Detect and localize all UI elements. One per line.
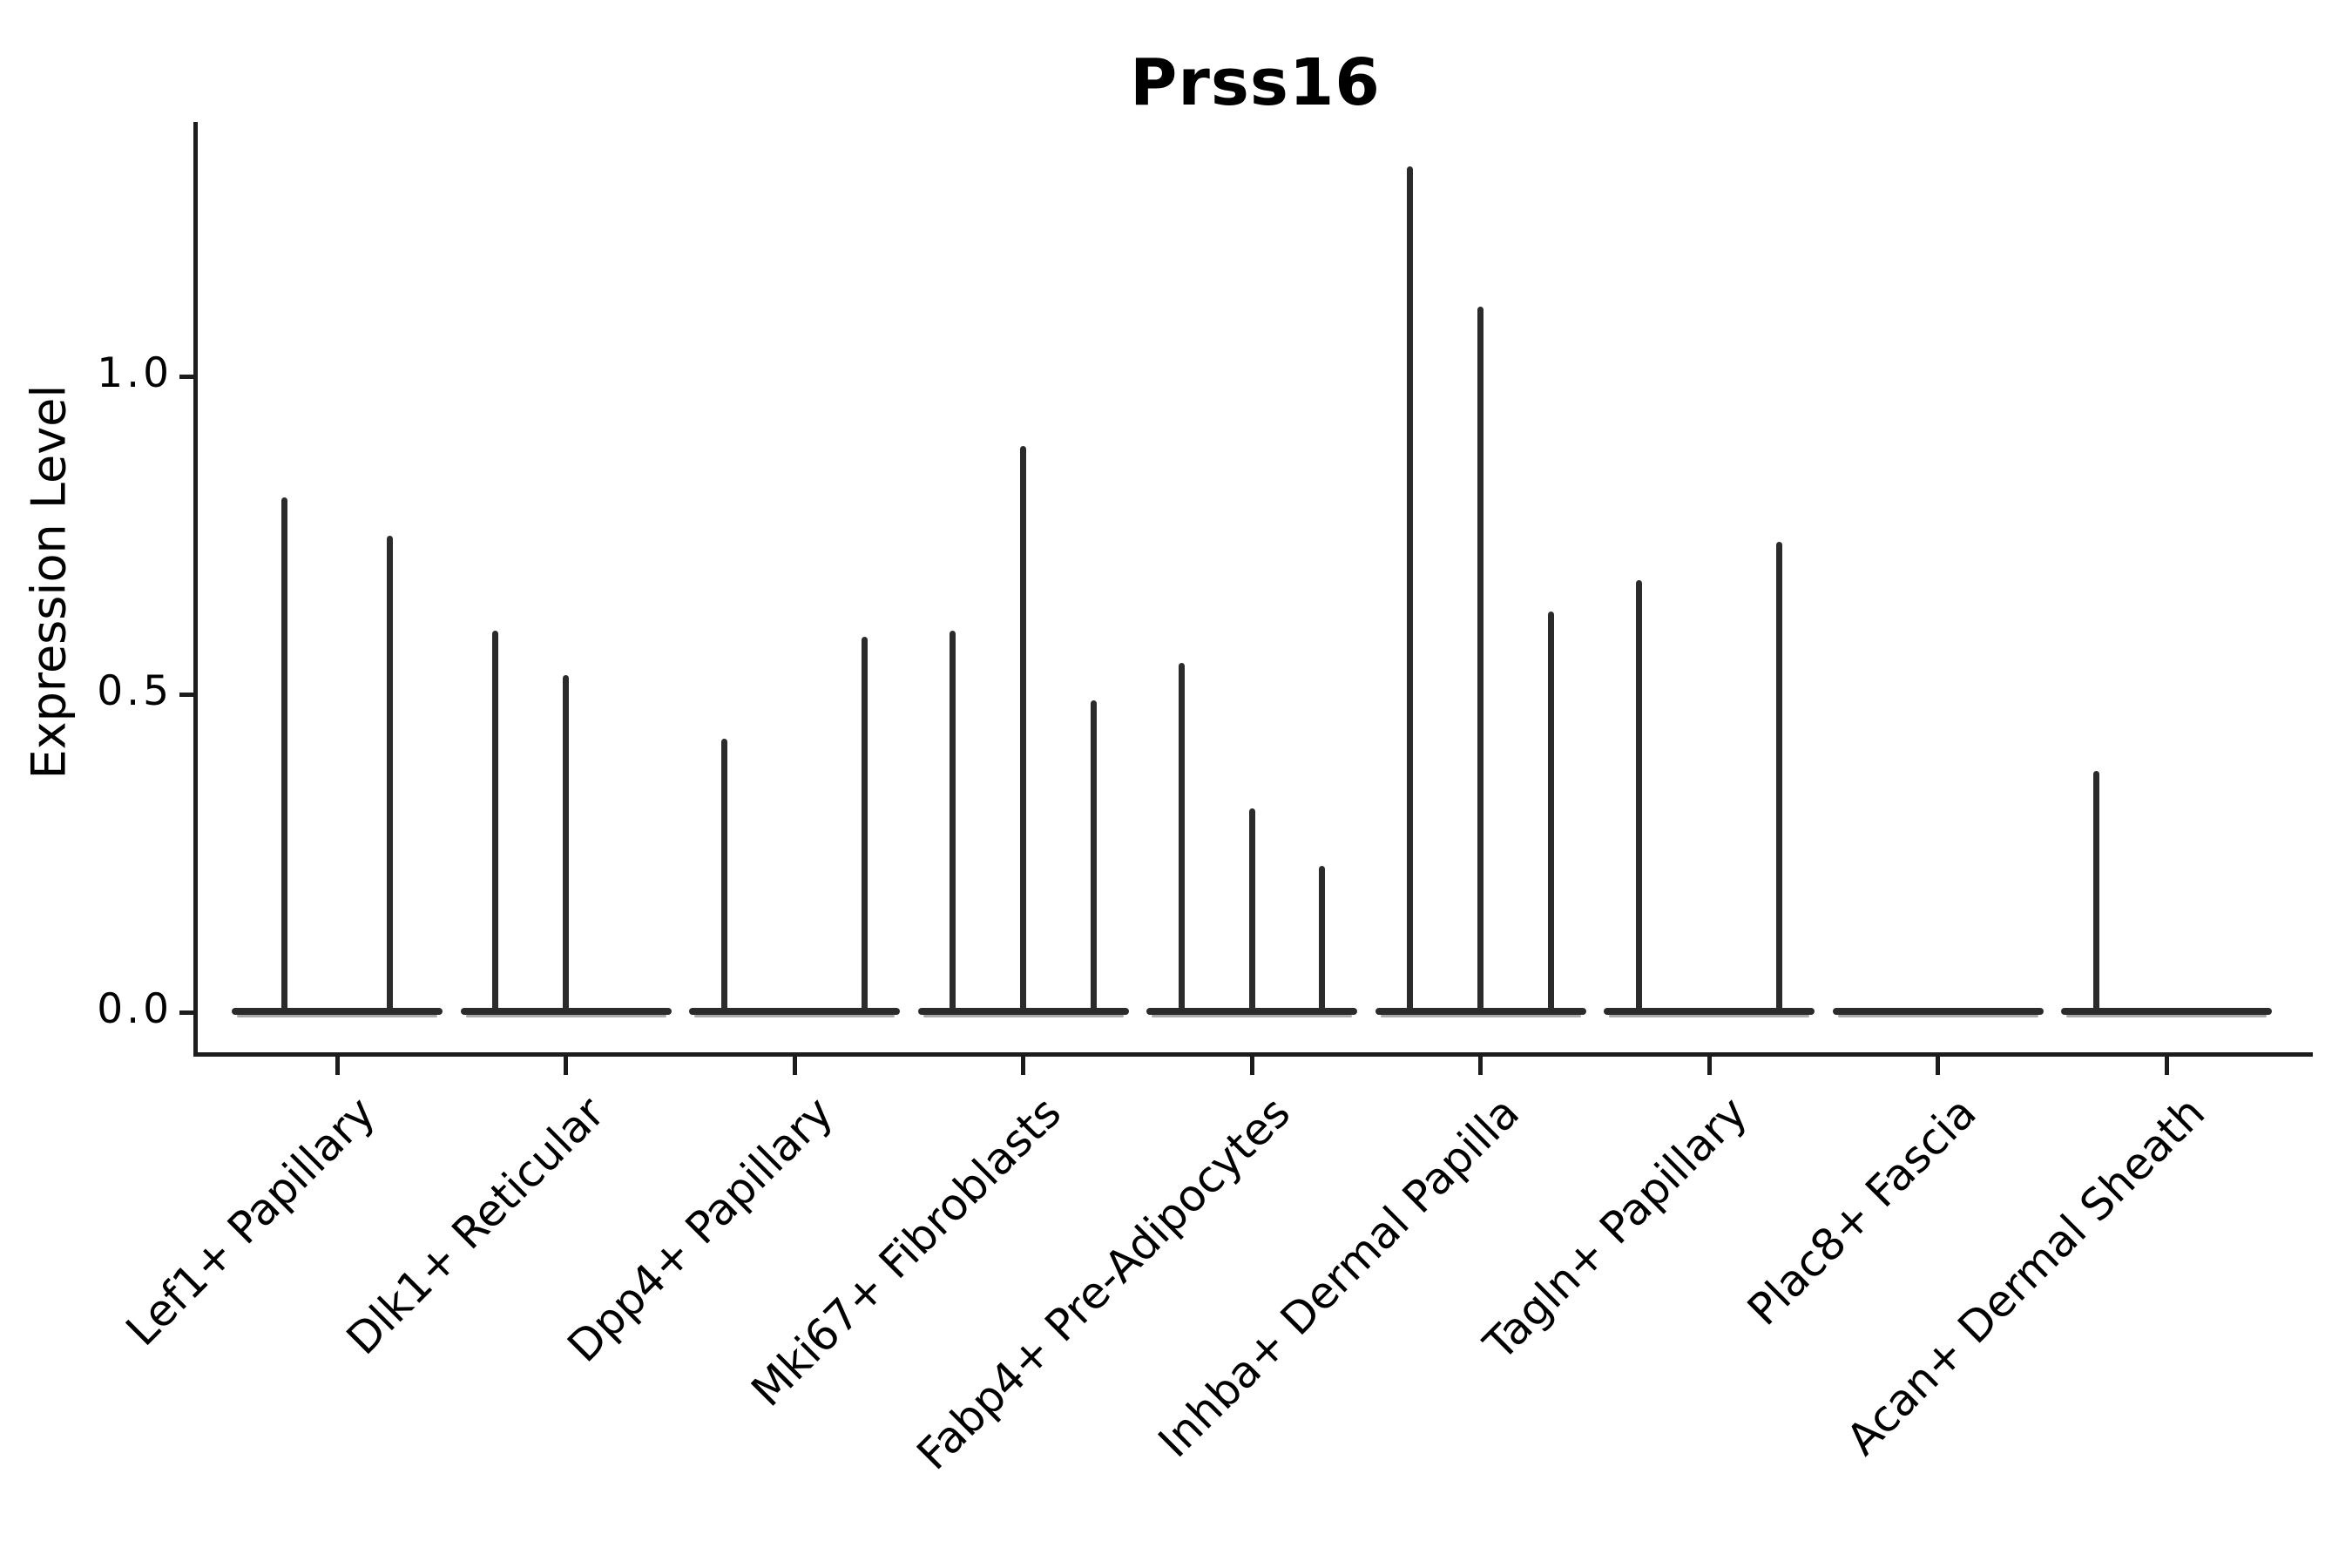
y-tick-label: 0.5 — [97, 667, 172, 715]
violin-spike — [1776, 541, 1783, 1014]
violin-baseline — [232, 1008, 443, 1015]
violin-baseline-shadow — [694, 1015, 895, 1017]
x-tick-mark — [1478, 1057, 1483, 1075]
violin-spike — [1547, 612, 1554, 1014]
y-tick-mark — [179, 692, 193, 697]
violin-baseline — [1832, 1008, 2044, 1015]
x-tick-mark — [1707, 1057, 1712, 1075]
x-tick-mark — [564, 1057, 568, 1075]
x-tick-mark — [792, 1057, 797, 1075]
violin-spike — [1319, 866, 1326, 1014]
violin-baseline-shadow — [1609, 1015, 1809, 1017]
violin-spike — [1635, 579, 1642, 1014]
x-tick-label: Plac8+ Fascia — [1737, 1087, 1986, 1335]
y-tick-label: 1.0 — [97, 349, 172, 397]
violin-baseline-shadow — [923, 1015, 1124, 1017]
x-tick-mark — [1936, 1057, 1940, 1075]
violin-baseline-shadow — [2066, 1015, 2267, 1017]
violin-spike — [1477, 306, 1484, 1014]
violin-spike — [492, 631, 499, 1014]
violin-spike — [2092, 770, 2099, 1014]
violin-spike — [563, 675, 569, 1014]
violin-spike — [720, 739, 727, 1014]
violin-spike — [281, 497, 287, 1014]
violin-baseline-shadow — [1152, 1015, 1352, 1017]
x-tick-mark — [335, 1057, 340, 1075]
violin-baseline-shadow — [1380, 1015, 1581, 1017]
x-tick-mark — [1021, 1057, 1025, 1075]
y-axis-spine — [193, 122, 198, 1057]
x-tick-label: Fabp4+ Pre-Adipocytes — [907, 1087, 1301, 1480]
violin-spike — [1020, 446, 1026, 1014]
violin-spike — [950, 631, 956, 1014]
violin-baseline-shadow — [1837, 1015, 2038, 1017]
violin-baseline — [2061, 1008, 2272, 1015]
violin-baseline-shadow — [237, 1015, 437, 1017]
x-tick-mark — [1249, 1057, 1254, 1075]
y-tick-mark — [179, 1010, 193, 1015]
violin-spike — [862, 637, 868, 1014]
violin-spike — [1090, 700, 1097, 1014]
violin-baseline-shadow — [465, 1015, 666, 1017]
violin-baseline — [689, 1008, 900, 1015]
y-tick-mark — [179, 374, 193, 379]
violin-spike — [1407, 166, 1414, 1014]
plot-title: Prss16 — [1130, 45, 1381, 120]
violin-baseline — [1604, 1008, 1815, 1015]
violin-spike — [1178, 662, 1185, 1014]
x-tick-mark — [2164, 1057, 2169, 1075]
x-tick-label: Lef1+ Papillary — [116, 1087, 386, 1356]
y-tick-label: 0.0 — [97, 985, 172, 1033]
violin-spike — [387, 535, 393, 1014]
x-axis-spine — [193, 1052, 2313, 1057]
violin-spike — [1248, 808, 1255, 1014]
